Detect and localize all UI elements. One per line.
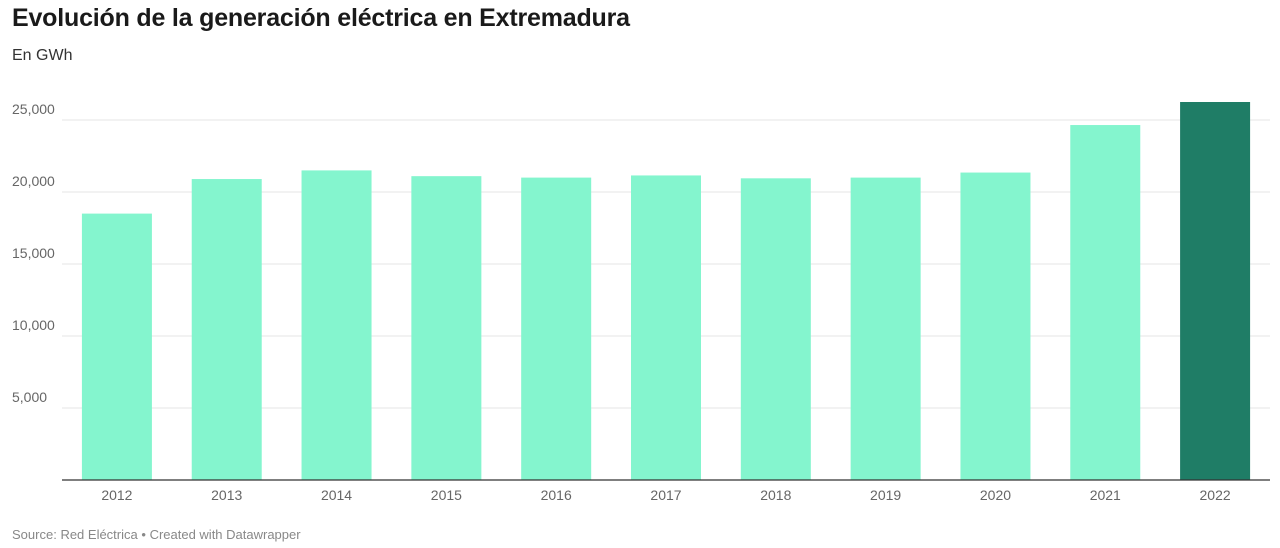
footer-credit: Created with Datawrapper <box>149 527 301 542</box>
bar-2019 <box>850 177 921 480</box>
x-tick-label-2014: 2014 <box>321 487 352 503</box>
bar-2014 <box>301 170 372 480</box>
chart-footer: Source: Red Eléctrica • Created with Dat… <box>12 527 301 542</box>
footer-source: Red Eléctrica <box>60 527 138 542</box>
x-tick-label-2016: 2016 <box>541 487 572 503</box>
bar-2012 <box>81 213 152 480</box>
footer-source-label: Source: <box>12 527 57 542</box>
x-tick-label-2013: 2013 <box>211 487 242 503</box>
y-tick-label: 15,000 <box>12 245 55 261</box>
x-tick-label-2015: 2015 <box>431 487 462 503</box>
bar-2017 <box>631 175 701 480</box>
chart-title: Evolución de la generación eléctrica en … <box>12 4 630 32</box>
y-tick-label: 5,000 <box>12 389 47 405</box>
chart-subtitle: En GWh <box>12 47 73 64</box>
bar-2022 <box>1180 102 1251 480</box>
y-tick-label: 25,000 <box>12 101 55 117</box>
x-tick-label-2021: 2021 <box>1090 487 1121 503</box>
x-tick-label-2017: 2017 <box>650 487 681 503</box>
bar-2021 <box>1070 125 1141 480</box>
x-tick-label-2018: 2018 <box>760 487 791 503</box>
bar-2018 <box>740 178 811 480</box>
y-tick-label: 20,000 <box>12 173 55 189</box>
bar-2020 <box>960 172 1031 480</box>
bars <box>81 102 1251 481</box>
bar-2015 <box>411 176 482 480</box>
bar-2016 <box>521 177 592 480</box>
axes: 5,000 10,000 15,000 20,000 25,000 2012 2013 201… <box>12 101 1270 503</box>
bar-2013 <box>191 179 262 481</box>
x-tick-label-2012: 2012 <box>101 487 132 503</box>
y-tick-label: 10,000 <box>12 317 55 333</box>
x-tick-label-2022: 2022 <box>1200 487 1231 503</box>
x-tick-label-2019: 2019 <box>870 487 901 503</box>
x-tick-label-2020: 2020 <box>980 487 1011 503</box>
footer-separator: • <box>141 527 146 542</box>
